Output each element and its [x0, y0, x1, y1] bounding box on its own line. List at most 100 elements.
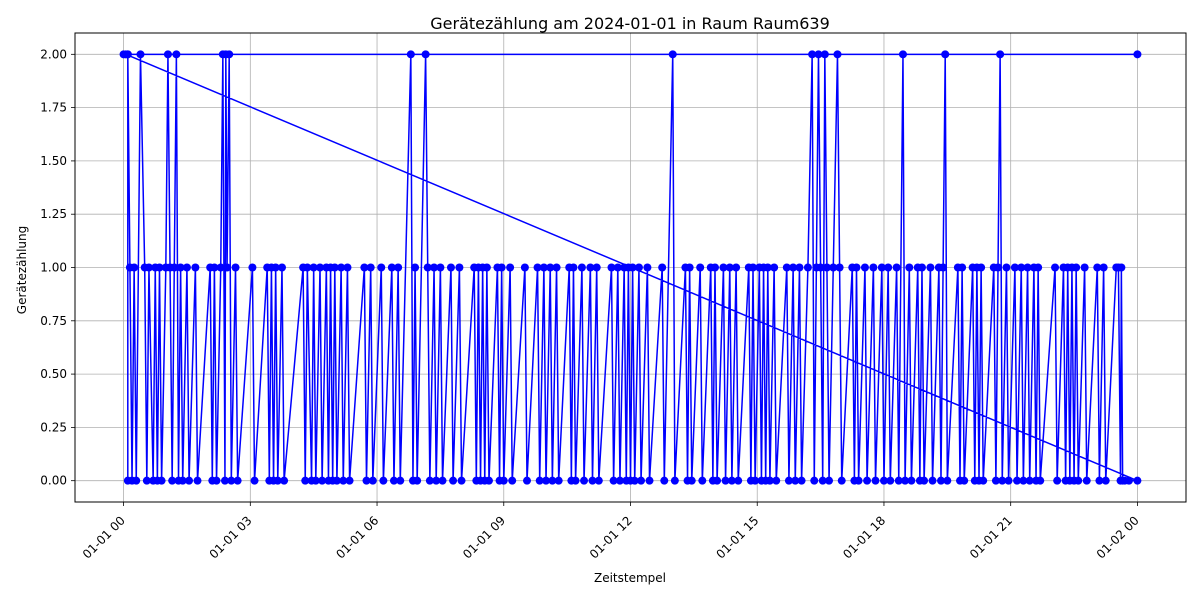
data-point — [609, 476, 618, 485]
data-point — [634, 263, 643, 272]
data-point — [506, 263, 515, 272]
data-point — [1124, 476, 1133, 485]
data-point — [765, 476, 774, 485]
data-point — [803, 263, 812, 272]
data-point — [732, 263, 741, 272]
data-point — [660, 476, 669, 485]
data-point — [905, 263, 914, 272]
data-point — [1099, 263, 1108, 272]
data-point — [749, 263, 758, 272]
data-point — [1004, 476, 1013, 485]
data-point — [710, 263, 719, 272]
data-point — [377, 263, 386, 272]
data-point — [210, 263, 219, 272]
data-point — [413, 476, 422, 485]
y-tick-label: 1.50 — [40, 154, 67, 168]
data-point — [816, 263, 825, 272]
data-point — [168, 476, 177, 485]
data-point — [814, 50, 823, 59]
data-point — [301, 476, 310, 485]
data-point — [829, 263, 838, 272]
data-point — [273, 476, 282, 485]
series-group — [123, 53, 1139, 482]
data-point — [721, 476, 730, 485]
data-point — [303, 263, 312, 272]
data-point — [877, 263, 886, 272]
data-point — [658, 263, 667, 272]
data-point — [449, 476, 458, 485]
data-point — [613, 263, 622, 272]
data-point — [172, 50, 181, 59]
data-point — [797, 476, 806, 485]
data-point — [835, 263, 844, 272]
data-point — [943, 476, 952, 485]
data-point — [277, 263, 286, 272]
data-point — [499, 476, 508, 485]
data-point — [869, 263, 878, 272]
data-point — [425, 476, 434, 485]
data-point — [871, 476, 880, 485]
data-point — [387, 263, 396, 272]
data-point — [457, 476, 466, 485]
data-point — [248, 263, 257, 272]
data-point — [863, 476, 872, 485]
data-point — [1036, 476, 1045, 485]
data-point — [818, 476, 827, 485]
data-point — [907, 476, 916, 485]
marker-group — [119, 50, 1142, 485]
data-point — [542, 476, 551, 485]
data-point — [227, 476, 236, 485]
data-point — [789, 263, 798, 272]
data-point — [548, 476, 557, 485]
data-point — [1133, 476, 1142, 485]
data-point — [142, 476, 151, 485]
data-point — [508, 476, 517, 485]
data-point — [580, 476, 589, 485]
data-point — [645, 476, 654, 485]
data-point — [1010, 263, 1019, 272]
data-point — [996, 50, 1005, 59]
data-point — [1133, 50, 1142, 59]
data-point — [713, 476, 722, 485]
data-point — [1019, 476, 1028, 485]
data-point — [928, 476, 937, 485]
y-tick-label: 0.50 — [40, 367, 67, 381]
data-point — [854, 476, 863, 485]
data-point — [271, 263, 280, 272]
data-point — [719, 263, 728, 272]
data-point — [1072, 263, 1081, 272]
y-axis-title: Gerätezählung — [15, 226, 29, 314]
data-point — [833, 50, 842, 59]
data-point — [343, 263, 352, 272]
data-point — [852, 263, 861, 272]
data-point — [886, 476, 895, 485]
y-tick-label: 1.00 — [40, 261, 67, 275]
data-point — [696, 263, 705, 272]
data-point — [216, 263, 225, 272]
data-point — [497, 263, 506, 272]
data-point — [782, 263, 791, 272]
data-point — [554, 476, 563, 485]
y-tick-label: 1.75 — [40, 101, 67, 115]
data-point — [337, 263, 346, 272]
data-point — [311, 476, 320, 485]
data-point — [185, 476, 194, 485]
data-point — [571, 476, 580, 485]
data-point — [734, 476, 743, 485]
data-point — [892, 263, 901, 272]
data-point — [455, 263, 464, 272]
y-axis: 0.00 0.25 0.50 0.75 1.00 1.25 1.50 1.75 2.00 — [40, 47, 75, 488]
data-point — [901, 476, 910, 485]
data-point — [727, 476, 736, 485]
data-point — [670, 476, 679, 485]
data-point — [577, 263, 586, 272]
data-point — [725, 263, 734, 272]
data-point — [389, 476, 398, 485]
data-point — [770, 263, 779, 272]
data-point — [231, 263, 240, 272]
data-point — [630, 476, 639, 485]
data-point — [482, 263, 491, 272]
data-point — [926, 263, 935, 272]
data-point — [939, 263, 948, 272]
